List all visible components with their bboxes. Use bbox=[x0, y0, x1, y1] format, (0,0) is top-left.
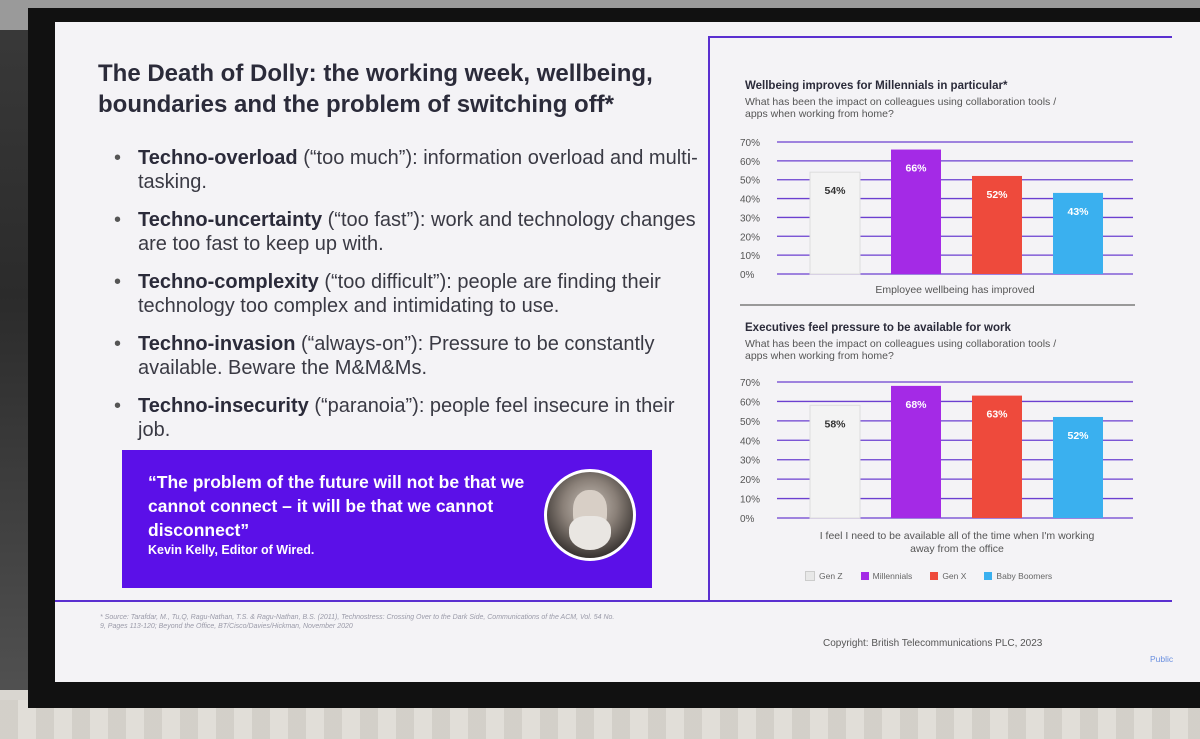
chart1-bar-gen-x bbox=[972, 175, 1022, 274]
bullet-list: Techno-overload (“too much”): informatio… bbox=[112, 146, 702, 456]
vertical-divider bbox=[708, 36, 710, 601]
copyright: Copyright: British Telecommunications PL… bbox=[823, 638, 1043, 649]
chart2-y-tick: 40% bbox=[740, 436, 760, 447]
chart-separator bbox=[740, 304, 1135, 306]
chart1-y-tick: 40% bbox=[740, 195, 760, 206]
bullet-text: (“too much”): information overload and m… bbox=[138, 147, 698, 193]
chart1-bar-baby-boomers bbox=[1053, 192, 1103, 274]
legend-label: Gen X bbox=[942, 571, 967, 581]
chart-legend: Gen Z Millennials Gen X Baby Boomers bbox=[805, 571, 1052, 581]
top-divider bbox=[710, 36, 1172, 38]
chart1-data-label: 52% bbox=[986, 189, 1008, 201]
bullet-techno-invasion: Techno-invasion (“always-on”): Pressure … bbox=[112, 332, 702, 380]
chart2-subtitle: What has been the impact on colleagues u… bbox=[745, 338, 1057, 362]
chart2-y-tick: 0% bbox=[740, 514, 755, 525]
chart1-subtitle: What has been the impact on colleagues u… bbox=[745, 96, 1057, 120]
chart1-y-tick: 30% bbox=[740, 213, 760, 224]
chart2-data-label: 63% bbox=[986, 409, 1008, 421]
chart2-y-tick: 60% bbox=[740, 397, 760, 408]
chart1-y-tick: 70% bbox=[740, 138, 760, 149]
chart2-bar-millennials bbox=[891, 385, 941, 518]
author-portrait bbox=[544, 469, 636, 561]
quote-text: “The problem of the future will not be t… bbox=[148, 472, 525, 540]
chart2-bar-baby-boomers bbox=[1053, 416, 1103, 518]
legend-swatch bbox=[860, 572, 869, 580]
legend-baby-boomers: Baby Boomers bbox=[984, 571, 1052, 581]
bullet-term: Techno-invasion bbox=[138, 333, 296, 355]
chart2-data-label: 52% bbox=[1067, 430, 1089, 442]
bullet-text: (“always-on”): Pressure to be constantly… bbox=[138, 333, 655, 379]
chart1-y-tick: 50% bbox=[740, 176, 760, 187]
legend-millennials: Millennials bbox=[860, 571, 913, 581]
classification-label: Public bbox=[1150, 654, 1174, 664]
chart2-y-tick: 70% bbox=[740, 378, 760, 389]
legend-swatch bbox=[805, 571, 815, 581]
legend-gen-z: Gen Z bbox=[805, 571, 843, 581]
chart2-y-tick: 20% bbox=[740, 475, 760, 486]
bullet-text: (“paranoia”): people feel insecure in th… bbox=[138, 395, 675, 441]
chart2-bar-gen-x bbox=[972, 395, 1022, 518]
bullet-term: Techno-complexity bbox=[138, 271, 319, 293]
chart1-y-tick: 10% bbox=[740, 251, 760, 262]
legend-swatch bbox=[984, 572, 993, 580]
quote-author: Kevin Kelly, Editor of Wired. bbox=[148, 543, 315, 557]
bullet-term: Techno-overload bbox=[138, 147, 298, 169]
chart1-y-tick: 60% bbox=[740, 157, 760, 168]
chart2-y-tick: 50% bbox=[740, 417, 760, 428]
chart2-title: Executives feel pressure to be available… bbox=[745, 322, 1011, 334]
bullet-techno-complexity: Techno-complexity (“too difficult”): peo… bbox=[112, 270, 702, 318]
bullet-techno-overload: Techno-overload (“too much”): informatio… bbox=[112, 146, 702, 194]
slide-title: The Death of Dolly: the working week, we… bbox=[98, 60, 653, 118]
chart2-data-label: 58% bbox=[824, 418, 846, 430]
chart1-y-tick: 0% bbox=[740, 270, 755, 281]
chart2-plot: 0% 10% 20% 30% 40% 50% 60% 70% 58% 68% 63% 52% bbox=[740, 378, 1133, 525]
chart2-y-tick: 30% bbox=[740, 456, 760, 467]
bullet-text: (“too fast”): work and technology change… bbox=[138, 209, 696, 255]
bullet-techno-insecurity: Techno-insecurity (“paranoia”): people f… bbox=[112, 394, 702, 442]
portrait-beard bbox=[569, 516, 611, 550]
chart1-data-label: 54% bbox=[824, 185, 846, 197]
bullet-term: Techno-uncertainty bbox=[138, 209, 323, 231]
bullet-text: (“too difficult”): people are finding th… bbox=[138, 271, 661, 317]
legend-label: Baby Boomers bbox=[996, 571, 1053, 581]
chart1-data-label: 43% bbox=[1067, 206, 1089, 218]
bullet-techno-uncertainty: Techno-uncertainty (“too fast”): work an… bbox=[112, 208, 702, 256]
chart2-y-tick: 10% bbox=[740, 495, 760, 506]
legend-label: Gen Z bbox=[819, 571, 843, 581]
chart2-data-label: 68% bbox=[905, 399, 927, 411]
chart2-category: I feel I need to be available all of the… bbox=[819, 530, 1095, 555]
chart1-y-tick: 20% bbox=[740, 232, 760, 243]
chart1-plot: 0% 10% 20% 30% 40% 50% 60% 70% 54% 66% 52% 43% bbox=[740, 138, 1133, 281]
chart1-title: Wellbeing improves for Millennials in pa… bbox=[745, 80, 1008, 92]
chart1-bar-gen-z bbox=[809, 171, 861, 275]
bottom-divider bbox=[55, 600, 1172, 602]
legend-gen-x: Gen X bbox=[930, 571, 966, 581]
chart2-bar-gen-z bbox=[809, 404, 861, 519]
chart1-category: Employee wellbeing has improved bbox=[875, 284, 1035, 296]
chart1-data-label: 66% bbox=[905, 163, 927, 175]
legend-swatch bbox=[930, 572, 939, 580]
chart1-bar-millennials bbox=[891, 149, 941, 274]
source-footnote: * Source: Tarafdar, M., Tu,Q, Ragu-Natha… bbox=[100, 614, 615, 630]
legend-label: Millennials bbox=[872, 571, 913, 581]
bullet-term: Techno-insecurity bbox=[138, 395, 309, 417]
